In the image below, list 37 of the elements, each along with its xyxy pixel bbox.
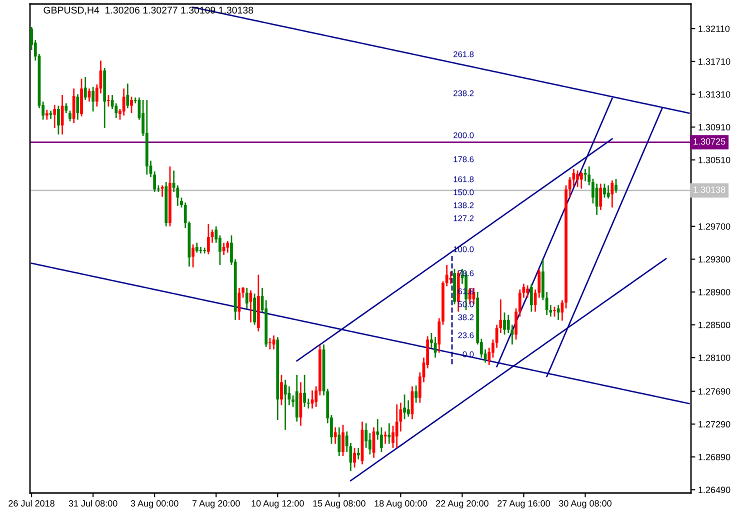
y-tick-label: 1.28500 [698,322,730,328]
annotation: 127.2 [454,215,474,222]
annotation: 261.8 [454,51,474,58]
y-tick-label: 1.31710 [698,58,730,65]
y-tick-label: 1.28100 [698,354,730,361]
y-tick-label: 1.30510 [698,156,730,164]
x-tick-label: 15 Aug 08:00 [313,500,366,508]
y-tick-label: 1.29700 [698,223,730,230]
x-tick-label: 7 Aug 20:00 [192,500,240,508]
x-tick-label: 10 Aug 12:00 [252,500,304,508]
annotation: 178.6 [454,156,474,162]
x-tick-label: 3 Aug 00:00 [130,500,178,508]
y-tick-label: 1.29300 [698,256,730,263]
y-tick-label: 1.28900 [698,288,730,296]
annotation: 238.2 [454,90,474,96]
x-tick-label: 30 Aug 08:00 [558,500,612,508]
x-tick-label: 27 Aug 16:00 [498,500,550,508]
ref-line-label: 1.30138 [694,186,726,193]
y-tick-label: 1.31310 [698,91,730,98]
annotation: 150.0 [454,189,474,196]
annotation: 161.8 [454,176,474,182]
ref-line-label: 1.30725 [694,138,726,145]
x-tick-label: 22 Aug 20:00 [436,500,488,508]
x-tick-label: 18 Aug 00:00 [374,500,427,508]
y-tick-label: 1.30910 [698,124,730,130]
y-tick-label: 1.27290 [698,421,730,428]
y-tick-label: 1.26890 [698,454,730,460]
annotation: 38.2 [458,314,474,320]
x-tick-label: 31 Jul 08:00 [68,500,118,507]
annotation: 61.8 [458,288,474,294]
x-tick-label: 26 Jul 2018 [8,500,54,507]
y-tick-label: 1.27690 [698,388,730,395]
annotation: 138.2 [454,202,474,208]
y-tick-label: 1.32110 [698,26,730,32]
y-tick-label: 1.26490 [698,486,730,494]
annotation: 200.0 [454,132,474,138]
annotation: 23.6 [458,332,474,338]
